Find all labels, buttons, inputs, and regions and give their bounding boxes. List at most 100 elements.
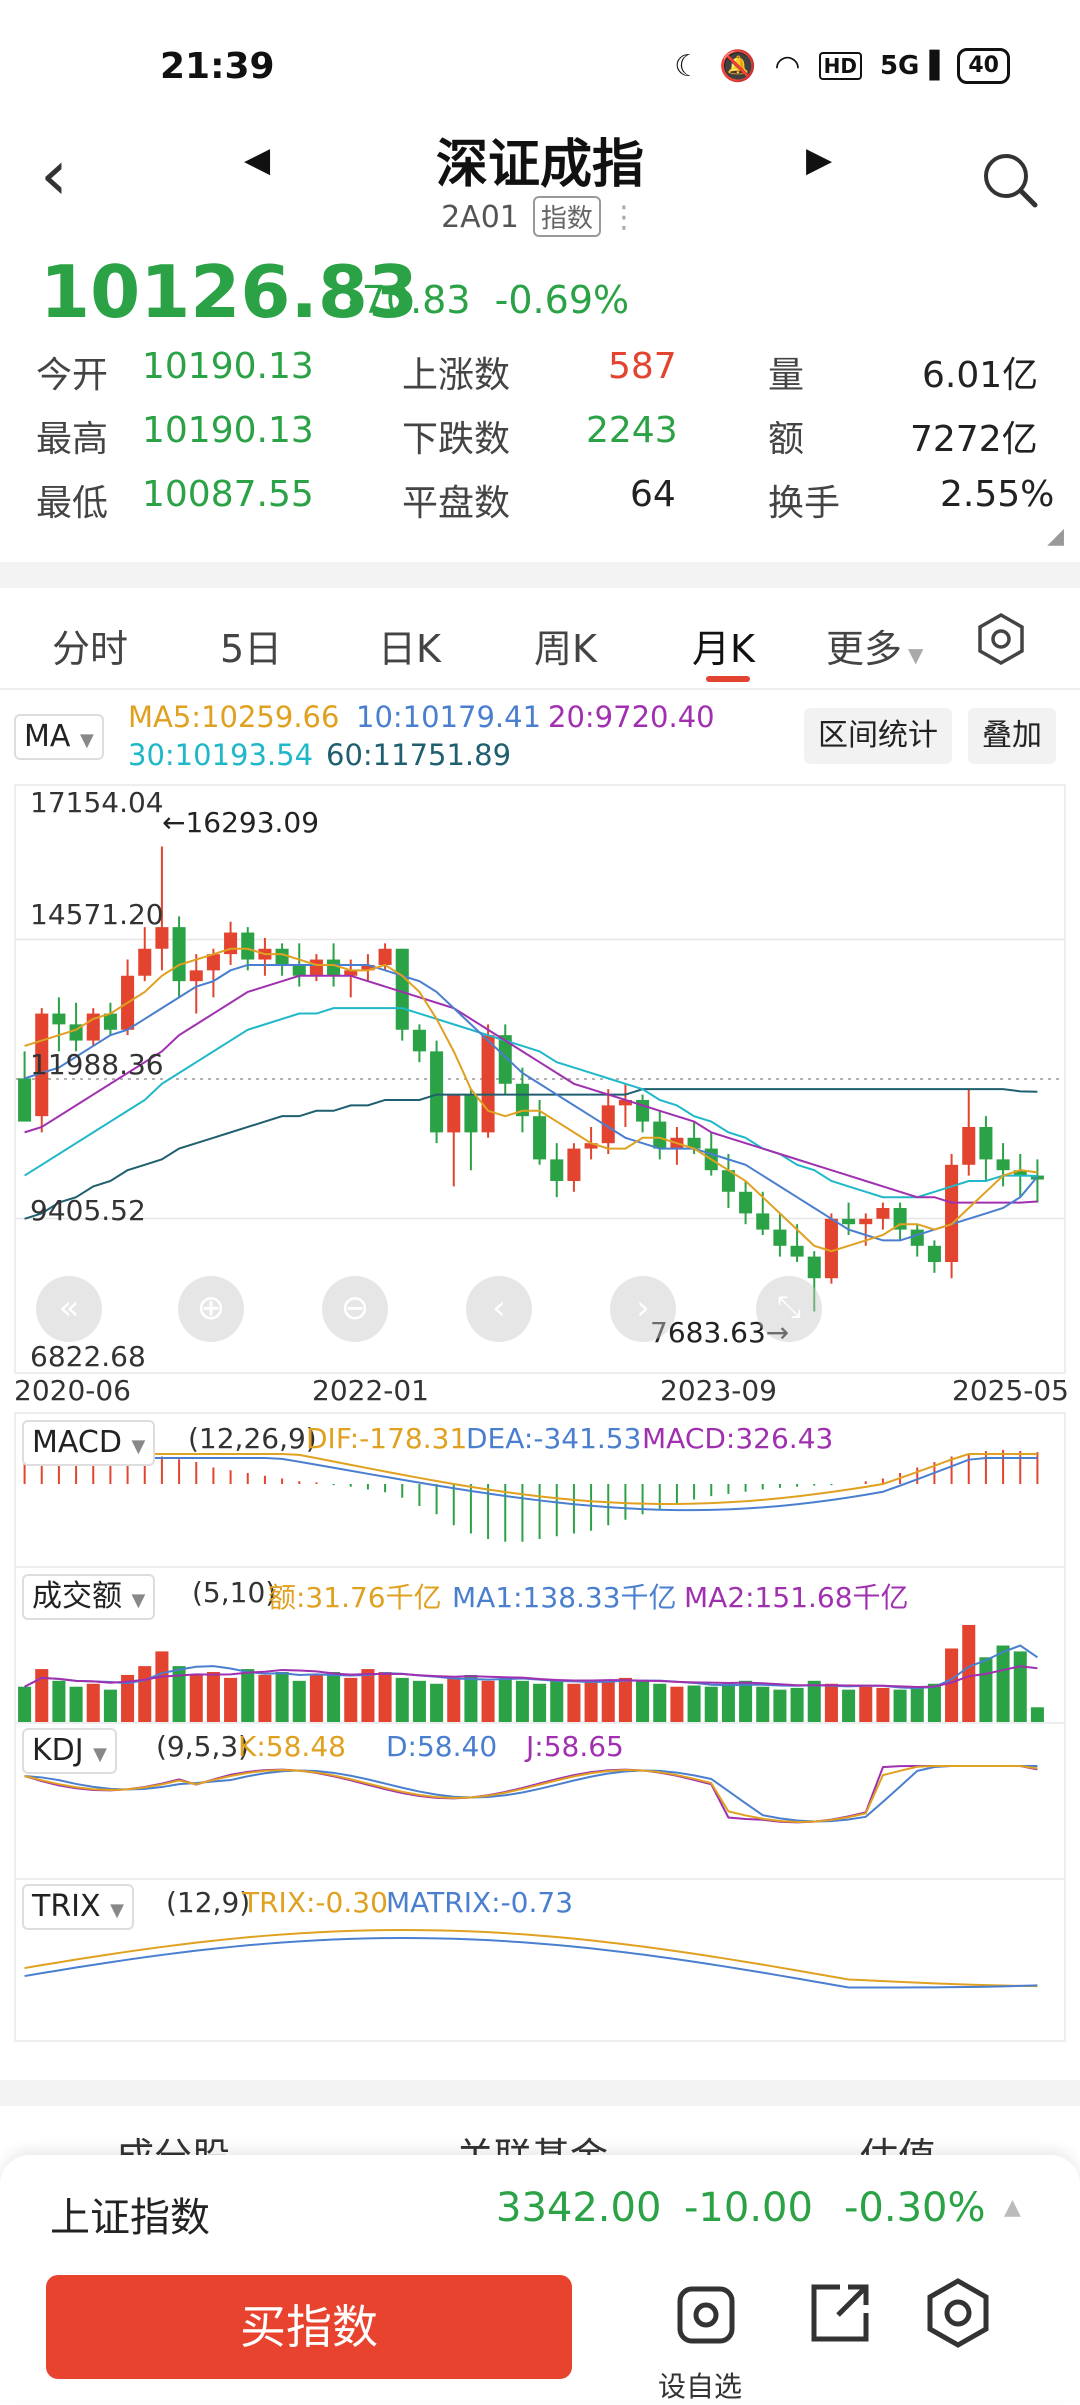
candle-body: [292, 964, 306, 976]
amount-bar: [721, 1683, 735, 1722]
trix-selector[interactable]: TRIX ▼: [22, 1884, 134, 1930]
hd-icon: HD: [818, 52, 862, 80]
amount-bar: [275, 1672, 289, 1722]
amount-bar: [430, 1683, 444, 1722]
tab-5day[interactable]: 5日: [220, 627, 283, 671]
candle-body: [927, 1245, 941, 1263]
tab-monthly-k[interactable]: 月K: [692, 627, 755, 671]
x-tick-2: 2022-01: [312, 1374, 429, 1407]
tab-related-funds[interactable]: 关联基金: [456, 2126, 608, 2156]
tab-valuation[interactable]: 估值: [860, 2126, 936, 2156]
candle-body: [859, 1218, 873, 1225]
tab-intraday[interactable]: 分时: [52, 627, 129, 671]
settings-hex-icon[interactable]: [918, 2273, 998, 2353]
add-watchlist-icon[interactable]: [666, 2275, 746, 2355]
amount-bar: [1013, 1651, 1027, 1722]
kdj-selector[interactable]: KDJ ▼: [22, 1728, 118, 1774]
price-change: -70.83 -0.69%: [348, 278, 629, 322]
ma20-label: 20:9720.40: [548, 700, 715, 734]
chevron-down-icon: ▼: [93, 1744, 108, 1765]
amount-bar: [1030, 1707, 1044, 1722]
macd-panel[interactable]: MACD ▼ (12,26,9) DIF:-178.31 DEA:-341.53…: [14, 1412, 1066, 1568]
amount-bar: [584, 1680, 598, 1722]
search-icon[interactable]: [980, 150, 1040, 210]
amount-selector-label: 成交额: [32, 1579, 122, 1614]
related-index-name[interactable]: 上证指数: [50, 2195, 210, 2241]
next-stock-icon[interactable]: ▶: [806, 140, 833, 180]
amount-bar: [653, 1683, 667, 1722]
amount-bar: [309, 1674, 323, 1722]
ma-selector[interactable]: MA ▼: [14, 714, 104, 760]
x-tick-3: 2023-09: [660, 1374, 777, 1407]
tab-constituents[interactable]: 成分股: [116, 2126, 230, 2156]
share-icon[interactable]: [800, 2273, 880, 2353]
dea-line: [24, 1457, 1038, 1512]
related-index-price: 3342.00: [496, 2185, 662, 2231]
buy-index-button[interactable]: 买指数: [46, 2275, 572, 2379]
macd-selector-label: MACD: [32, 1425, 122, 1460]
battery-icon: 40: [957, 48, 1010, 84]
trix-matrix: MATRIX:-0.73: [386, 1886, 574, 1919]
tab-weekly-k[interactable]: 周K: [534, 627, 597, 671]
candle-body: [172, 927, 186, 982]
kdj-params: (9,5,3): [156, 1730, 250, 1763]
amount-bar: [842, 1689, 856, 1722]
amount-bar: [258, 1674, 272, 1722]
high-value: 10190.13: [142, 410, 314, 451]
scroll-start-icon[interactable]: «: [36, 1276, 102, 1342]
amount-bar: [807, 1680, 821, 1722]
candle-body: [618, 1099, 632, 1106]
tab-more-label: 更多: [826, 627, 903, 671]
candle-body: [979, 1126, 993, 1160]
amount-bar: [996, 1645, 1010, 1722]
candle-body: [687, 1137, 701, 1149]
kline-chart[interactable]: 17154.04 14571.20 11988.36 9405.52 6822.…: [14, 784, 1066, 1374]
settings-icon[interactable]: [974, 612, 1028, 666]
ma-selector-label: MA: [24, 719, 71, 754]
fullscreen-icon[interactable]: ⤡: [756, 1276, 822, 1342]
back-icon[interactable]: ‹: [40, 134, 68, 216]
ma30-label: 30:10193.54: [128, 738, 314, 772]
zoom-in-icon[interactable]: ⊕: [178, 1276, 244, 1342]
overlay-button[interactable]: 叠加: [968, 708, 1056, 764]
candle-body: [962, 1126, 976, 1165]
tab-daily-k[interactable]: 日K: [378, 627, 441, 671]
amount-bar: [601, 1679, 615, 1722]
amount-bar: [550, 1680, 564, 1722]
kdj-panel[interactable]: KDJ ▼ (9,5,3) K:58.48 D:58.40 J:58.65: [14, 1724, 1066, 1880]
expand-corner-icon[interactable]: ◢: [1047, 524, 1064, 549]
amount-panel[interactable]: 成交额 ▼ (5,10) 额:31.76千亿 MA1:138.33千亿 MA2:…: [14, 1568, 1066, 1724]
kdj-k: K:58.48: [238, 1730, 346, 1763]
amount-bar: [498, 1677, 512, 1722]
candle-body: [910, 1229, 924, 1246]
amount-svg: [18, 1624, 1044, 1722]
amount-bar: [344, 1677, 358, 1722]
amount-bar: [876, 1687, 890, 1722]
macd-selector[interactable]: MACD ▼: [22, 1420, 156, 1466]
change-value: -70.83: [348, 278, 471, 322]
amount-bar: [636, 1680, 650, 1722]
candle-body: [189, 970, 203, 982]
stock-code: 2A01: [441, 200, 519, 235]
scroll-right-icon[interactable]: ›: [610, 1276, 676, 1342]
amount-selector[interactable]: 成交额 ▼: [22, 1574, 156, 1620]
macd-dif: DIF:-178.31: [306, 1422, 468, 1455]
interval-stats-button[interactable]: 区间统计: [804, 708, 952, 764]
y-tick-1: 17154.04: [30, 786, 164, 819]
amount-ma2-line: [24, 1665, 1038, 1688]
tab-more[interactable]: 更多 ▼: [826, 618, 923, 673]
vol-value: 6.01亿: [922, 355, 1039, 396]
amount-bar: [859, 1686, 873, 1722]
amount-bar: [824, 1683, 838, 1722]
prev-stock-icon[interactable]: ◀: [244, 140, 271, 180]
flat-label: 平盘数: [402, 483, 511, 524]
amount-bar: [292, 1680, 306, 1722]
zoom-out-icon[interactable]: ⊖: [322, 1276, 388, 1342]
ma10-label: 10:10179.41: [356, 700, 542, 734]
amount-bar: [86, 1683, 100, 1722]
scroll-left-icon[interactable]: ‹: [466, 1276, 532, 1342]
ma60-label: 60:11751.89: [326, 738, 512, 772]
expand-up-icon[interactable]: ▲: [1004, 2195, 1021, 2220]
trix-panel[interactable]: TRIX ▼ (12,9) TRIX:-0.30 MATRIX:-0.73: [14, 1880, 1066, 2042]
page-title: 深证成指: [435, 135, 644, 195]
